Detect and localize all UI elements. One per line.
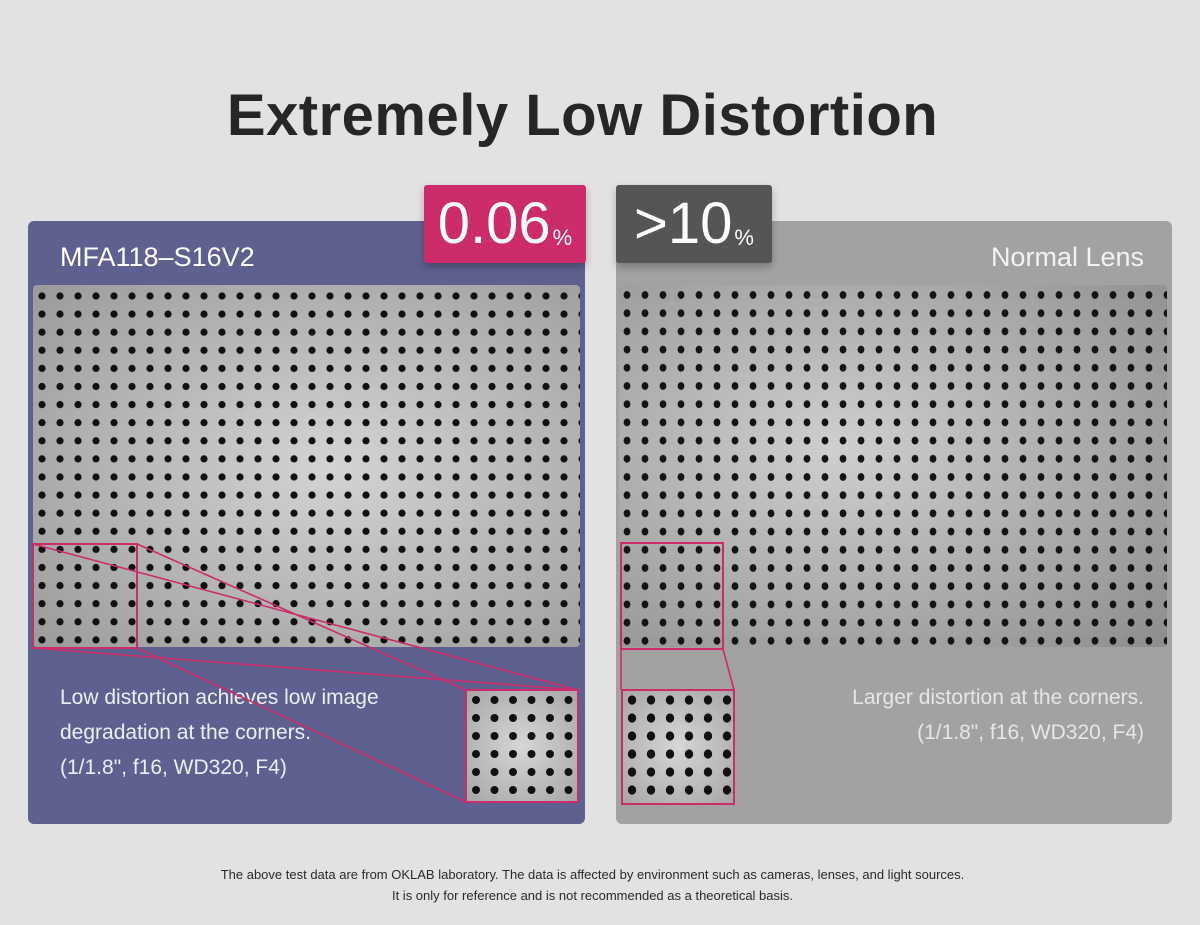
badge-value: 0.06 — [437, 191, 551, 256]
badge-unit: % — [734, 225, 754, 250]
dot-grid-image-normal-lens — [619, 285, 1167, 647]
lens-name-label: MFA118–S16V2 — [60, 242, 255, 272]
badge-value: >10 — [634, 191, 733, 256]
normal-lens-description: Larger distortion at the corners. (1/1.8… — [852, 686, 1144, 744]
low-distortion-badge: 0.06% — [424, 185, 586, 263]
normal-lens-badge: >10% — [616, 185, 772, 263]
lens-name-label: Normal Lens — [990, 242, 1144, 272]
page-title: Extremely Low Distortion — [226, 83, 939, 148]
dot-grid-image-low-distortion — [33, 285, 580, 647]
footnote: The above test data are from OKLAB labor… — [220, 867, 965, 903]
low-distortion-description: Low distortion achieves low image degrad… — [60, 686, 379, 779]
badge-unit: % — [552, 225, 573, 250]
